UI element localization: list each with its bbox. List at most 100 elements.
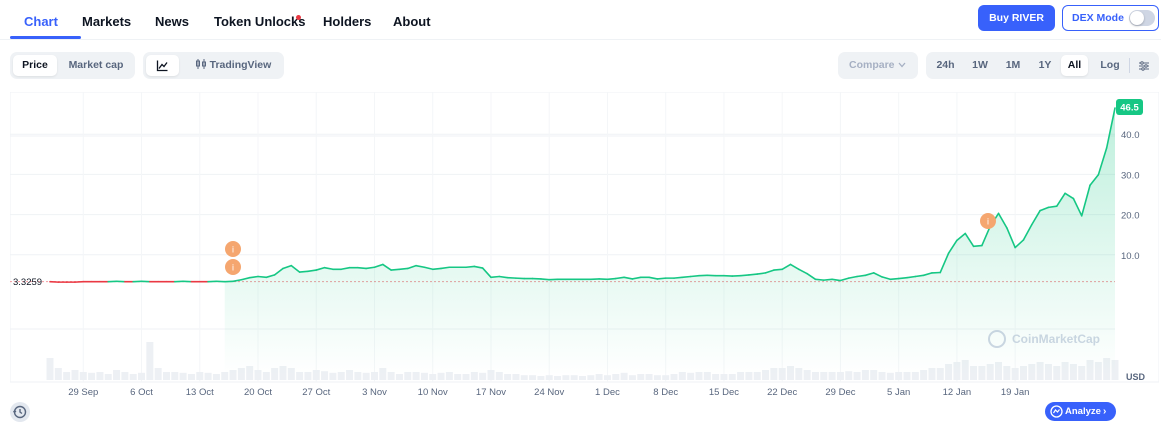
chart-settings-button[interactable] [1133,55,1155,76]
price-segment [922,272,933,277]
tradingview-button[interactable]: TradingView [185,55,281,76]
price-segment [839,277,850,282]
history-icon [13,405,27,419]
volume-bar [545,375,553,380]
y-axis: 10.0 20.0 30.0 40.0 USD [1121,130,1146,382]
x-axis: 29 Sep 6 Oct 13 Oct 20 Oct 27 Oct 3 Nov 10 Nov… [68,387,1029,398]
x-tick-label: 22 Dec [767,387,797,398]
volume-bar [337,372,345,380]
x-tick-label: 29 Dec [825,387,855,398]
volume-bar [121,372,129,380]
volume-bar [187,374,195,380]
volume-bar [329,372,337,380]
volume-bar [470,372,478,380]
volume-bar [46,358,54,380]
volume-bar [720,374,728,380]
volume-bar [886,372,894,380]
dex-mode-toggle[interactable]: DEX Mode [1062,5,1159,31]
volume-bar [71,370,79,380]
price-segment [623,276,634,280]
volume-bar [562,375,570,380]
volume-bar [504,374,512,380]
dex-mode-switch[interactable] [1129,10,1155,26]
chart-style-selector: TradingView [143,52,284,79]
tab-holders[interactable]: Holders [323,14,372,29]
price-segment [465,265,476,269]
price-segment [1039,206,1050,212]
price-segment [806,272,817,281]
range-1m[interactable]: 1M [1005,59,1021,71]
current-price-badge [1116,99,1143,115]
volume-bar [138,372,146,380]
analyze-icon [1050,405,1063,418]
price-segment [248,275,259,279]
baseline-price-label: 3.3259 [13,277,42,288]
currency-label: USD [1126,372,1146,382]
notification-dot [296,15,301,20]
price-segment [1022,223,1033,241]
price-segment [282,264,293,270]
range-log[interactable]: Log [1100,59,1120,71]
tab-chart[interactable]: Chart [24,14,58,29]
volume-bar [603,375,611,380]
price-segment [889,277,900,281]
event-marker [980,213,996,229]
price-segment [847,275,858,279]
volume-bar [695,372,703,380]
history-button[interactable] [10,402,30,422]
price-segment [232,278,243,283]
volume-bar [362,372,370,380]
price-segment [498,275,509,279]
volume-bar [745,372,753,380]
price-segment [398,267,409,271]
tab-markets[interactable]: Markets [82,14,132,29]
volume-bar [579,376,586,380]
event-marker [225,259,241,275]
volume-bar [637,374,645,380]
range-all[interactable]: All [1061,55,1088,76]
volume-bar [154,368,162,380]
buy-button[interactable]: Buy RIVER [978,5,1055,31]
volume-bar [620,372,628,380]
price-segment [240,276,251,281]
price-tab[interactable]: Price [13,55,57,76]
chevron-right-icon: › [1103,406,1107,417]
volume-bar [212,374,220,380]
line-chart-button[interactable] [146,55,179,76]
x-tick-label: 17 Nov [476,387,506,398]
volume-bar [79,372,87,380]
y-tick-label: 40.0 [1121,130,1140,141]
time-range-selector: 24h 1W 1M 1Y All Log [926,52,1159,79]
market-cap-tab[interactable]: Market cap [68,59,124,71]
price-segment [1030,209,1041,226]
range-1w[interactable]: 1W [972,59,988,71]
price-segment [739,274,750,277]
tab-news[interactable]: News [155,14,189,29]
price-segment [814,278,825,281]
volume-bar [63,372,71,380]
event-marker [225,241,241,257]
tab-token-unlocks[interactable]: Token Unlocks [214,14,306,29]
price-segment [856,274,867,278]
range-24h[interactable]: 24h [936,59,955,71]
range-1y[interactable]: 1Y [1038,59,1052,71]
price-segment [1072,197,1083,217]
volume-bar [662,375,670,380]
volume-bar [104,374,112,380]
volume-bar [462,374,470,380]
volume-bar [895,372,903,380]
volume-bar [370,372,378,380]
volume-bar [387,372,395,380]
x-tick-label: 1 Dec [595,387,620,398]
volume-bar [678,372,686,380]
volume-bar [113,370,121,380]
volume-bar [420,372,428,380]
tab-about[interactable]: About [393,14,431,29]
price-segment [473,265,484,269]
volume-bar [354,372,362,380]
price-segment [964,232,975,248]
compare-dropdown[interactable]: Compare [838,52,918,79]
volume-bar [179,372,187,380]
analyze-button[interactable]: Analyze › [1045,402,1116,421]
